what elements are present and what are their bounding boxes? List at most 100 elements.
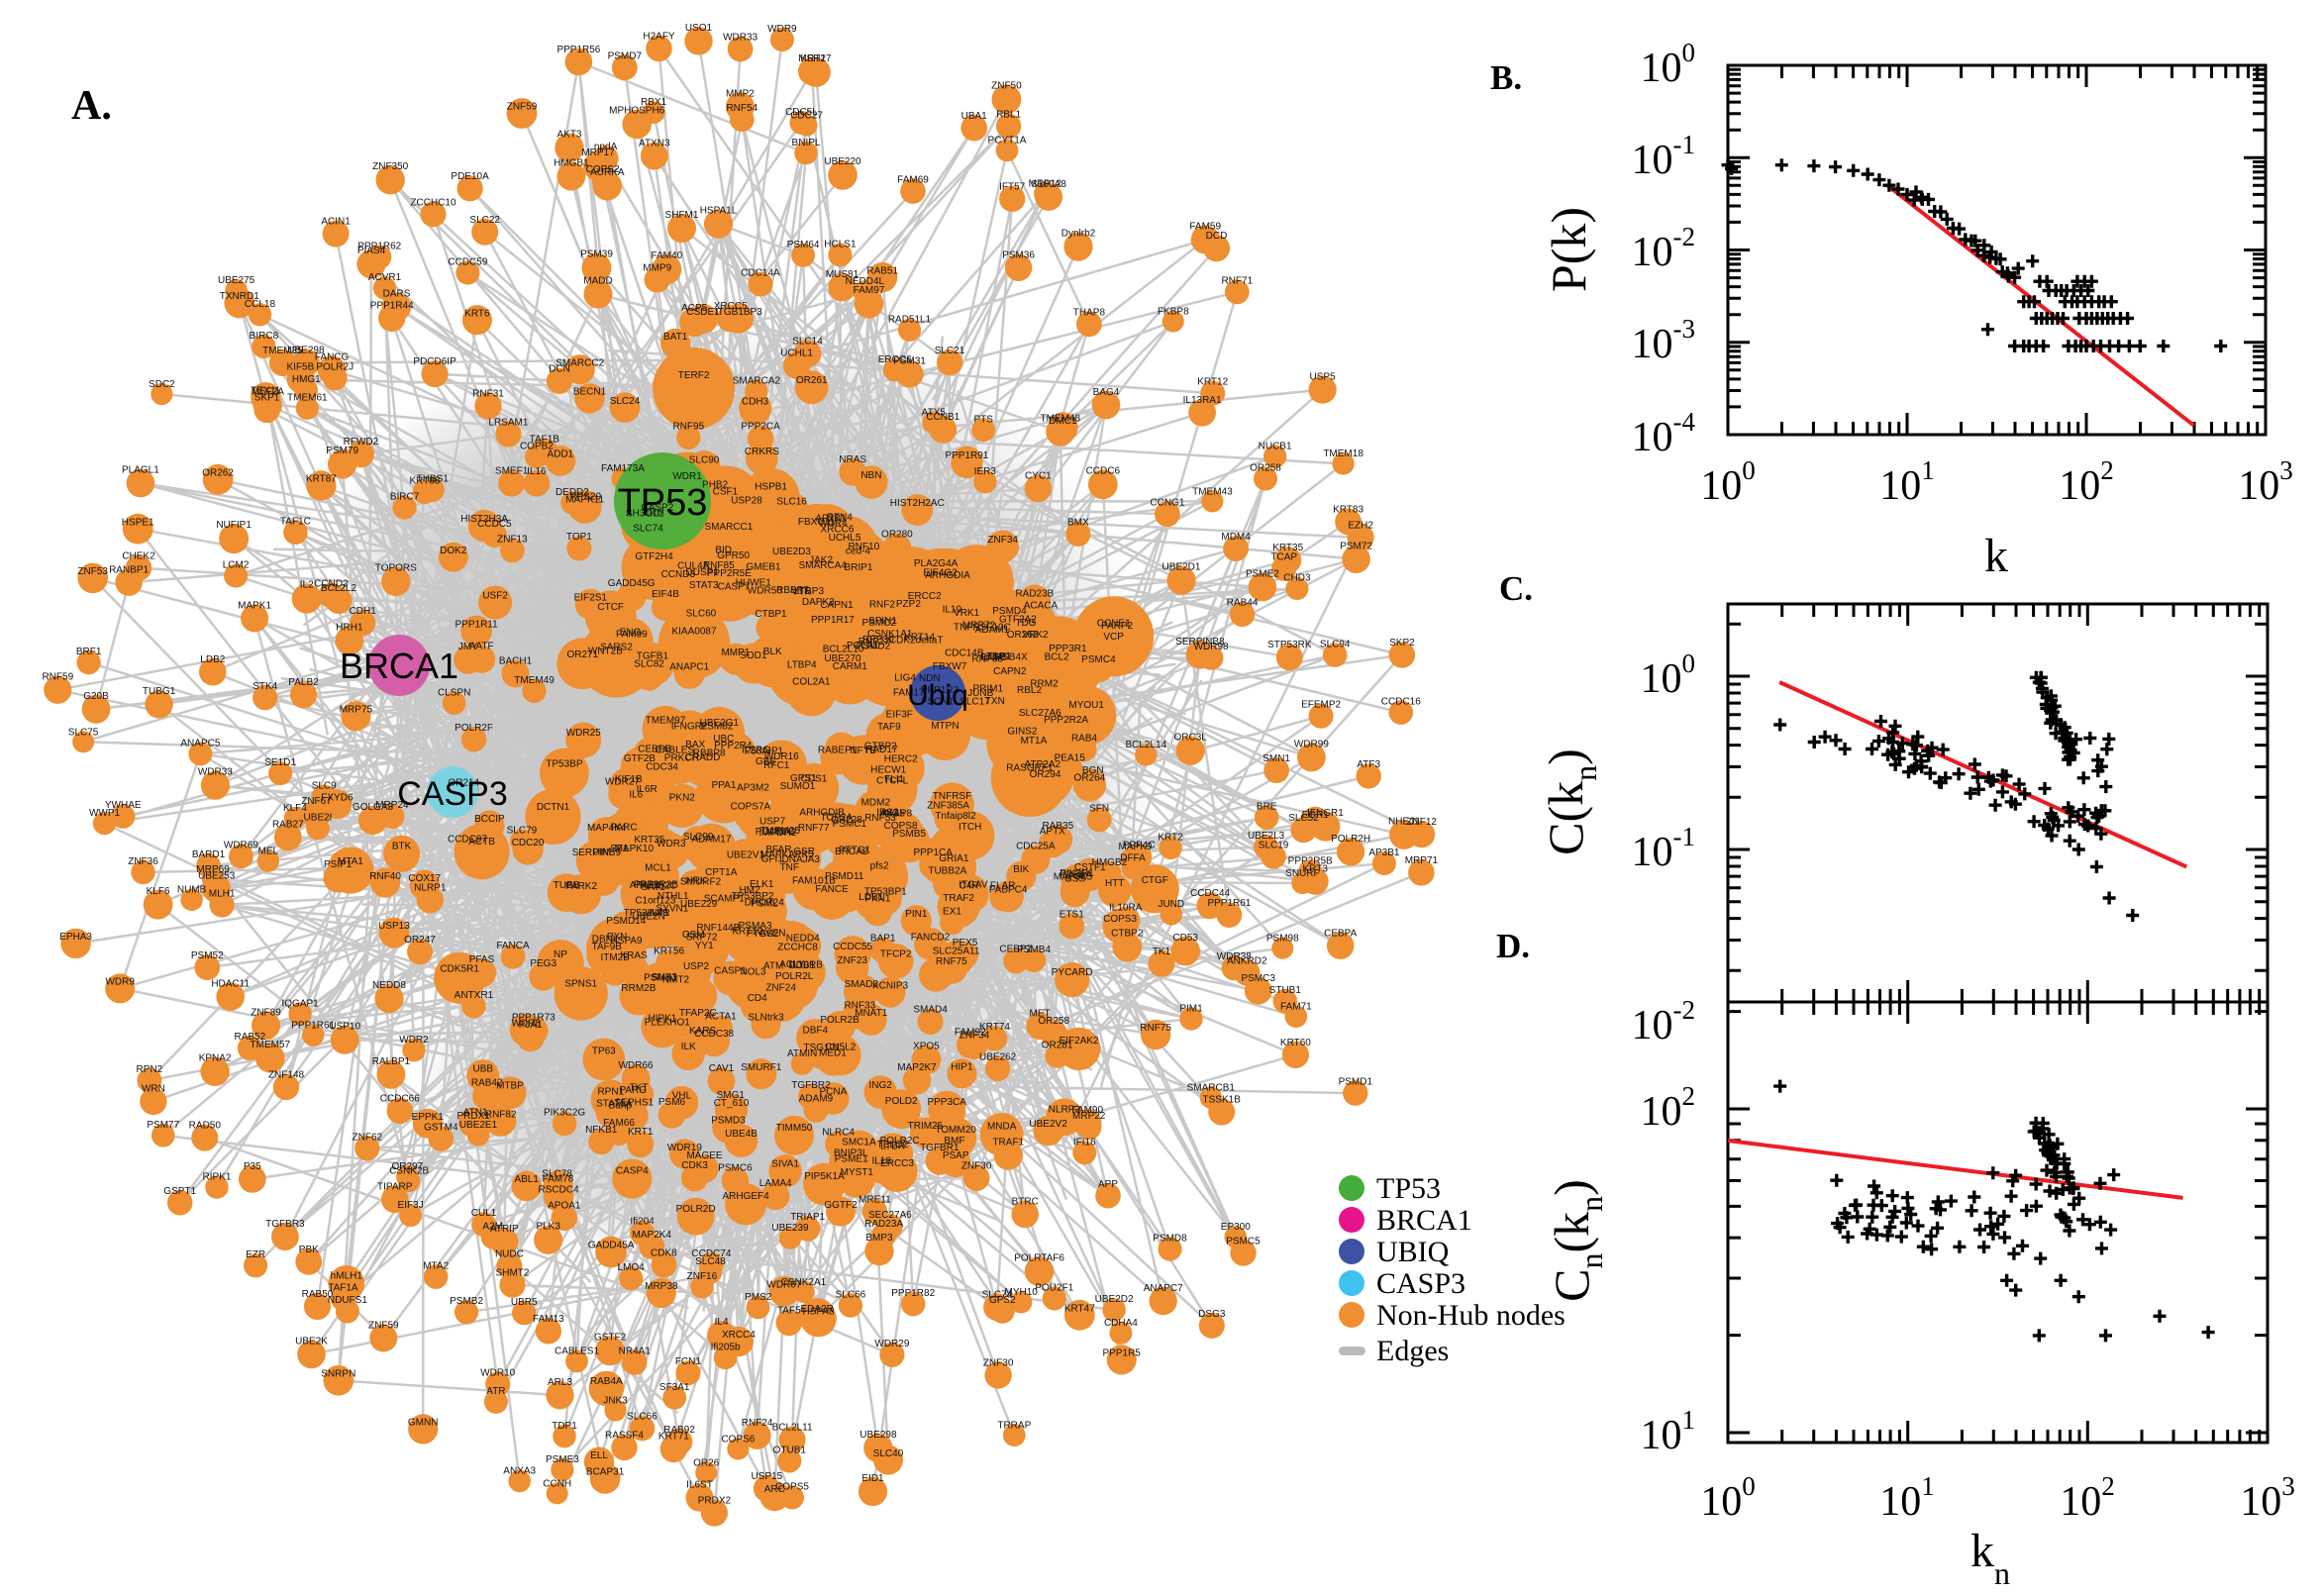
svg-text:USP7: USP7	[759, 817, 786, 828]
svg-text:WDR69: WDR69	[224, 841, 258, 851]
svg-text:CASP2: CASP2	[642, 503, 674, 514]
svg-text:TP53BP1: TP53BP1	[864, 886, 907, 897]
svg-text:GTBP2: GTBP2	[864, 741, 897, 751]
svg-text:RRM2: RRM2	[1030, 679, 1059, 690]
svg-text:EPPK1: EPPK1	[412, 1112, 445, 1123]
svg-text:LTBR: LTBR	[880, 1141, 905, 1151]
svg-text:RNF53: RNF53	[864, 813, 896, 824]
svg-text:RAD17: RAD17	[865, 745, 898, 755]
svg-text:OR262: OR262	[202, 467, 234, 478]
svg-text:SMAD3: SMAD3	[845, 979, 879, 990]
svg-text:TMEM97: TMEM97	[646, 716, 686, 727]
svg-text:RNF75: RNF75	[1140, 1023, 1171, 1034]
svg-text:EZR: EZR	[246, 1249, 265, 1260]
svg-text:SLC22: SLC22	[469, 215, 500, 226]
svg-text:SMURF2: SMURF2	[680, 876, 722, 887]
svg-text:PSME3: PSME3	[546, 1454, 579, 1465]
svg-text:KRT88: KRT88	[410, 476, 441, 487]
svg-text:CCNH: CCNH	[543, 1478, 571, 1489]
svg-text:KRT35: KRT35	[1272, 543, 1303, 553]
svg-text:UBE275: UBE275	[218, 275, 255, 286]
svg-text:KRT83: KRT83	[1333, 505, 1364, 516]
svg-text:Ifi205b: Ifi205b	[711, 1342, 741, 1352]
svg-text:TUBB2A: TUBB2A	[928, 865, 966, 876]
svg-text:VCP: VCP	[1103, 632, 1124, 643]
svg-text:KRT74: KRT74	[979, 1022, 1010, 1033]
svg-text:PSMD2: PSMD2	[857, 641, 891, 651]
svg-text:VHL: VHL	[672, 1091, 692, 1102]
svg-text:UBA1: UBA1	[961, 111, 988, 122]
svg-text:RNF59: RNF59	[42, 672, 73, 683]
svg-text:CDK2deltaT: CDK2deltaT	[889, 636, 943, 647]
svg-text:DBF4: DBF4	[803, 1026, 829, 1037]
svg-text:GPS1: GPS1	[790, 773, 817, 784]
svg-text:NDN: NDN	[919, 673, 941, 684]
svg-text:WDR33: WDR33	[723, 33, 758, 44]
svg-text:CDC25A: CDC25A	[1016, 842, 1056, 852]
svg-text:EIF3F: EIF3F	[886, 709, 913, 720]
svg-text:ENG: ENG	[620, 627, 642, 638]
svg-text:RAB27: RAB27	[272, 820, 304, 831]
svg-text:WDR38: WDR38	[1217, 951, 1252, 962]
svg-text:Ubiq: Ubiq	[907, 679, 968, 712]
svg-text:SLC52: SLC52	[1288, 813, 1319, 824]
svg-text:RNF77: RNF77	[798, 823, 830, 834]
svg-text:RAD23A: RAD23A	[864, 1219, 903, 1230]
svg-text:WDR4: WDR4	[818, 519, 848, 530]
svg-text:RPP30: RPP30	[862, 635, 894, 646]
svg-text:PTS: PTS	[973, 414, 993, 425]
svg-text:HSPA8: HSPA8	[802, 1306, 834, 1317]
svg-text:LMO4: LMO4	[618, 1262, 646, 1273]
svg-text:COL2A1: COL2A1	[792, 677, 831, 688]
svg-text:MEF2A: MEF2A	[252, 386, 285, 397]
svg-text:EIF3J: EIF3J	[398, 1200, 424, 1211]
svg-text:HSPE1: HSPE1	[122, 517, 154, 528]
svg-text:SLC24: SLC24	[610, 396, 641, 407]
svg-text:XRCC4: XRCC4	[722, 1330, 756, 1341]
svg-text:FAM173A: FAM173A	[601, 463, 645, 474]
svg-text:COPS2: COPS2	[586, 164, 620, 175]
svg-text:FAM71: FAM71	[1280, 1001, 1312, 1012]
svg-text:SEPHS1: SEPHS1	[615, 1098, 655, 1109]
svg-text:RBBP7: RBBP7	[776, 585, 809, 596]
svg-text:WDR25: WDR25	[566, 728, 601, 739]
svg-text:UBE253: UBE253	[198, 870, 236, 881]
svg-text:TFCP2: TFCP2	[880, 948, 912, 959]
svg-text:YY1: YY1	[695, 941, 714, 951]
svg-text:CHEK2: CHEK2	[122, 550, 155, 561]
svg-text:ELL: ELL	[590, 1450, 608, 1461]
svg-text:KRT3: KRT3	[1303, 864, 1329, 875]
svg-text:ARHGDIA: ARHGDIA	[925, 570, 970, 581]
svg-text:GMNN: GMNN	[408, 1418, 439, 1429]
svg-text:TRAF2: TRAF2	[943, 893, 974, 904]
svg-text:UBE2D3: UBE2D3	[772, 547, 811, 557]
svg-text:TMSB4X: TMSB4X	[988, 651, 1028, 662]
svg-text:IFI16: IFI16	[1073, 1137, 1096, 1147]
svg-text:AKAP8: AKAP8	[880, 808, 913, 819]
svg-text:MRP22: MRP22	[1072, 1111, 1106, 1122]
svg-text:PSM79: PSM79	[326, 446, 358, 456]
svg-text:TOP1: TOP1	[566, 532, 592, 543]
svg-text:PPP1R61: PPP1R61	[291, 1020, 335, 1031]
svg-text:PPP2CA: PPP2CA	[741, 422, 780, 433]
svg-text:GSS: GSS	[1064, 873, 1085, 884]
svg-text:CCDC55: CCDC55	[833, 942, 872, 952]
svg-text:CDC34: CDC34	[646, 762, 678, 773]
svg-text:TGFBR3: TGFBR3	[265, 1219, 305, 1230]
svg-text:RNF31: RNF31	[472, 388, 504, 399]
svg-text:UBR5: UBR5	[511, 1297, 538, 1308]
svg-text:ZNF67: ZNF67	[301, 796, 332, 807]
svg-text:PARC: PARC	[611, 823, 638, 834]
svg-text:DCTN1: DCTN1	[537, 802, 570, 813]
svg-text:ZNF13: ZNF13	[497, 535, 528, 546]
svg-text:SMARCA2: SMARCA2	[733, 376, 781, 387]
svg-text:CEBPB: CEBPB	[638, 745, 671, 755]
svg-text:B.: B.	[1490, 58, 1522, 97]
svg-text:FCN1: FCN1	[675, 1356, 702, 1367]
svg-text:PLA2G4A: PLA2G4A	[914, 558, 959, 569]
svg-text:KCNIP3: KCNIP3	[872, 980, 909, 991]
svg-text:ANXA3: ANXA3	[503, 1466, 536, 1477]
svg-text:PSMD1: PSMD1	[1339, 1077, 1373, 1088]
svg-text:RFWD2: RFWD2	[344, 437, 379, 448]
svg-text:PLEKHO1: PLEKHO1	[645, 1018, 691, 1029]
